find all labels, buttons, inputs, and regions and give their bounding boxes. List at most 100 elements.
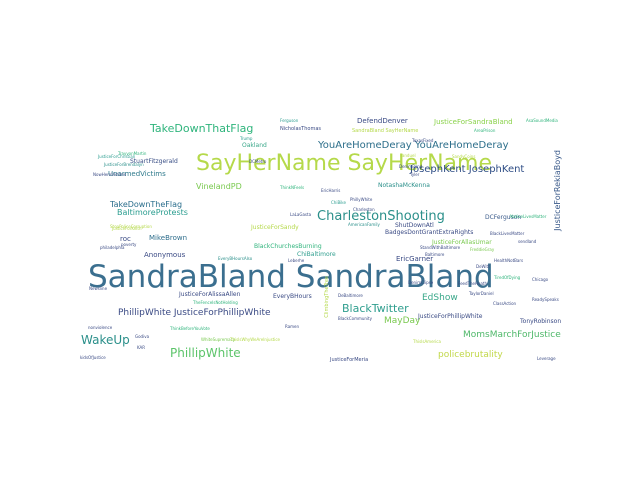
- word: BlackTwitter: [342, 302, 409, 315]
- word: Tyler: [410, 172, 420, 177]
- word: ClimbingTheTree: [324, 276, 330, 318]
- word: JusticeForBrendalyn: [104, 162, 144, 167]
- word: philadelphia: [100, 245, 125, 250]
- word: Newsline: [89, 286, 108, 291]
- word: DefendDenver: [357, 117, 408, 125]
- word: DeWitt: [476, 264, 490, 269]
- word: NowHereVictims: [93, 172, 126, 177]
- word: kidsOfJustice: [80, 355, 106, 360]
- word: BadgesDontGrantExtraRights: [385, 229, 474, 236]
- word: StuartFitzgerald: [130, 158, 178, 165]
- word: AmericanFamily: [348, 222, 380, 227]
- word: ChiBike: [331, 200, 346, 205]
- word: EricHarris: [321, 188, 341, 193]
- word: LaLaGasta: [290, 212, 312, 217]
- word: NotashaMcKenna: [378, 182, 430, 189]
- word: ReadySpeaks: [532, 297, 559, 302]
- word: roc: [120, 235, 131, 243]
- word: policebrutality: [438, 350, 503, 360]
- word: DeBaltimore: [338, 293, 363, 298]
- word: PhillyWhite: [350, 197, 373, 202]
- word: poverty: [121, 242, 137, 247]
- word: JusticeForSandraBland: [434, 118, 513, 126]
- word: Trump: [240, 136, 253, 141]
- word: ClassAction: [493, 301, 517, 306]
- word: TaylorDaniel: [469, 291, 494, 296]
- word: TrayvonMartin: [118, 151, 147, 156]
- word: JusticeForAllasUmar: [432, 239, 492, 246]
- word: SandyCoins: [452, 154, 476, 159]
- word: PhillipWhite JusticeForPhillipWhite: [118, 308, 271, 318]
- word: MikeBrown: [149, 234, 188, 242]
- word: SandraBland SayHerName: [352, 128, 419, 134]
- word: HealthNotBars: [494, 258, 524, 263]
- word: ThinkNFeels: [280, 185, 305, 190]
- word: Charleston: [353, 207, 375, 212]
- word: ThisIsWhyWeAreInjustice: [230, 337, 281, 342]
- word: JusticeForAlissaAllen: [179, 291, 241, 298]
- word: FeedTheHeath: [458, 281, 488, 286]
- word: JosephKent JosephKent: [410, 164, 525, 175]
- word: MayDay: [384, 316, 421, 326]
- word: SayHerName SayHerName: [196, 151, 492, 176]
- word: ThinkBeforeYouVote: [170, 326, 210, 331]
- word: BaltimoreProtests: [117, 208, 188, 217]
- word: PhillipWhite: [170, 346, 241, 360]
- word: JusticeForKeith: [112, 226, 142, 231]
- word: SandraBland SandraBland: [88, 259, 494, 295]
- word: ShutDownAtl: [395, 222, 434, 229]
- word: TiredOfDying: [494, 275, 521, 280]
- word: DenimBond: [399, 164, 423, 169]
- word: nonviolence: [88, 325, 113, 330]
- word: BlackCommunity: [338, 316, 372, 321]
- word: CharlestonShooting: [317, 209, 445, 224]
- word: ThisIsAmerica: [413, 339, 441, 344]
- word: YouAreHomeDeray YouAreHomeDeray: [318, 140, 509, 151]
- word: MomsMarchForJustice: [463, 330, 561, 340]
- word: UnarmedVictims: [108, 170, 166, 178]
- word: sendland: [518, 239, 537, 244]
- word: DCFerguson: [485, 214, 522, 221]
- word: BlackLivesMatter: [490, 231, 525, 236]
- word: Ramen: [285, 324, 300, 329]
- word: WhiteSupremacy: [201, 337, 236, 342]
- word: Godiva: [135, 334, 150, 339]
- word: AsaSoundMedia: [526, 118, 558, 123]
- word: VinelandPD: [196, 182, 242, 191]
- word: Leberhe: [288, 258, 305, 263]
- word: Fanduel: [400, 153, 416, 158]
- word: NicholasThomas: [280, 126, 321, 132]
- word: TheFenceIsNotHolding: [193, 300, 238, 305]
- word: TakeDownTheFlag: [110, 200, 183, 209]
- word: Oakland: [242, 142, 267, 149]
- word: NativeLivesMatter: [510, 214, 547, 219]
- word: WakeUp: [81, 333, 130, 347]
- word: Baltimore: [425, 252, 445, 257]
- word: EdShow: [422, 293, 458, 303]
- word: JusticeForChristian: [98, 154, 136, 159]
- word: TexasFixed: [412, 138, 434, 143]
- word: EveryBHoursAlso: [218, 256, 253, 261]
- word: TonyRobinson: [520, 318, 562, 325]
- word: Ferguson: [280, 118, 299, 123]
- word: Leverage: [537, 356, 556, 361]
- word: EricGarner: [396, 255, 434, 263]
- word: EveryBHours: [273, 293, 312, 300]
- word: AreaPrison: [474, 128, 496, 133]
- word: Anonymous: [144, 251, 186, 259]
- word: Chicago: [532, 277, 549, 282]
- word: DenimClipse: [408, 280, 434, 285]
- word: StandWithBaltimore: [420, 245, 461, 250]
- word: JusticeForMeria: [330, 357, 369, 363]
- word: BlackChurchesBurning: [254, 243, 322, 250]
- word: TakeDownThatFlag: [150, 122, 254, 135]
- word: JusticeForSandy: [251, 224, 299, 231]
- word: StopPoliceCorruption: [110, 224, 152, 229]
- word: FreddieGray: [470, 247, 495, 252]
- word: JusticeForPhillipWhite: [418, 313, 483, 320]
- word: ChiBaltimore: [297, 251, 336, 258]
- word: JusticeForRekiaBoyd: [553, 150, 562, 231]
- word-cloud: SandraBland SandraBland SayHerName SayHe…: [80, 112, 570, 367]
- word: DCMetro: [249, 159, 267, 164]
- word: KAR: [137, 345, 146, 350]
